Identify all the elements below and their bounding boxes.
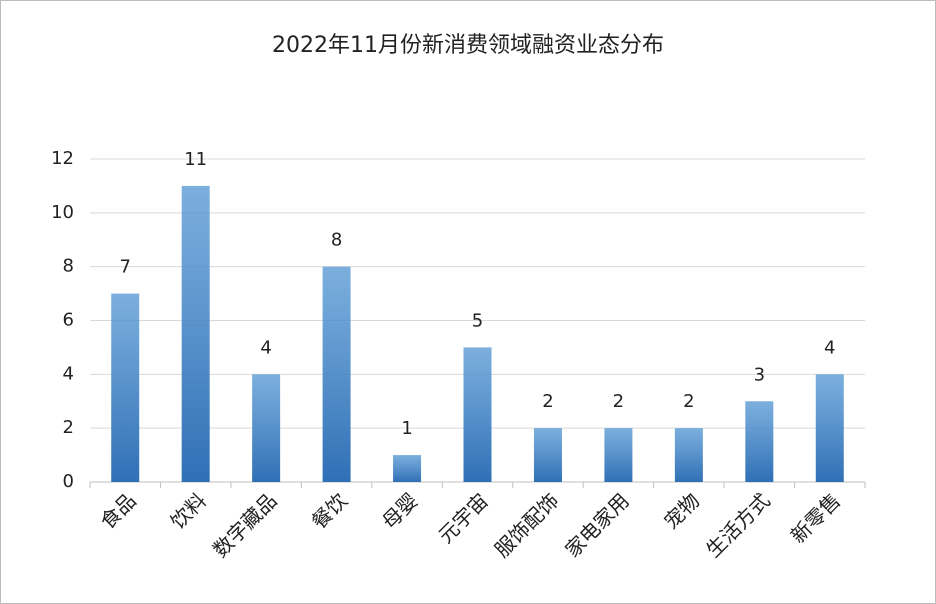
data-label: 1 [401, 418, 412, 439]
bar [604, 428, 633, 482]
bar [322, 266, 351, 482]
y-tick-label: 6 [63, 310, 74, 331]
bar [463, 347, 492, 482]
data-label: 2 [542, 391, 553, 412]
chart-title: 2022年11月份新消费领域融资业态分布 [272, 33, 664, 58]
y-tick-label: 10 [51, 202, 74, 223]
bar [393, 455, 422, 482]
data-label: 4 [260, 337, 271, 358]
data-label: 11 [184, 149, 207, 170]
y-tick-label: 2 [63, 417, 74, 438]
y-tick-label: 12 [51, 148, 74, 169]
data-label: 5 [472, 310, 483, 331]
data-label: 4 [824, 337, 835, 358]
bar [815, 374, 844, 482]
y-tick-label: 0 [63, 471, 74, 492]
data-label: 2 [613, 391, 624, 412]
bar [674, 428, 703, 482]
data-label: 2 [683, 391, 694, 412]
y-tick-label: 4 [63, 363, 74, 384]
y-tick-label: 8 [63, 256, 74, 277]
bar [181, 185, 210, 482]
data-label: 3 [754, 364, 765, 385]
bar [111, 293, 140, 482]
data-label: 7 [120, 257, 131, 278]
data-label: 8 [331, 230, 342, 251]
bar [745, 401, 774, 482]
bar [252, 374, 281, 482]
bar [533, 428, 562, 482]
